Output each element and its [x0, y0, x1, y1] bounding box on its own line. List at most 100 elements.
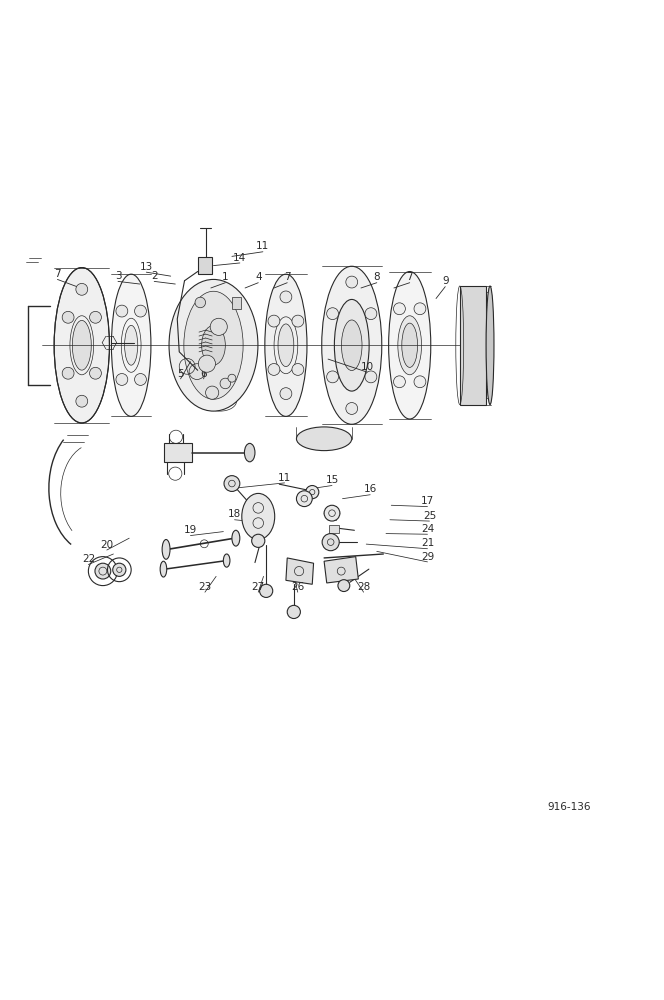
Circle shape — [324, 505, 340, 521]
Circle shape — [346, 276, 358, 288]
Ellipse shape — [184, 291, 243, 399]
Circle shape — [76, 395, 88, 407]
Text: 1: 1 — [222, 272, 228, 282]
Polygon shape — [286, 558, 313, 584]
Text: 20: 20 — [100, 540, 114, 550]
Circle shape — [268, 364, 280, 375]
Circle shape — [292, 315, 304, 327]
Circle shape — [113, 563, 126, 576]
Text: 6: 6 — [201, 369, 207, 379]
Text: 13: 13 — [139, 262, 153, 272]
Circle shape — [346, 403, 358, 414]
Circle shape — [95, 563, 111, 579]
Text: 916-136: 916-136 — [547, 802, 591, 812]
Circle shape — [414, 303, 426, 315]
Text: 3: 3 — [115, 271, 122, 281]
Ellipse shape — [322, 266, 382, 424]
Ellipse shape — [335, 299, 369, 391]
Circle shape — [90, 311, 102, 323]
Text: 11: 11 — [256, 241, 270, 251]
Circle shape — [280, 291, 292, 303]
Text: 17: 17 — [421, 496, 434, 506]
Circle shape — [76, 283, 88, 295]
Circle shape — [220, 378, 230, 389]
Circle shape — [280, 388, 292, 400]
Circle shape — [90, 367, 102, 379]
Text: 19: 19 — [184, 525, 197, 535]
Circle shape — [62, 311, 74, 323]
Bar — [198, 257, 212, 274]
Bar — [459, 286, 486, 405]
Text: 21: 21 — [421, 538, 434, 548]
Ellipse shape — [232, 530, 240, 546]
Ellipse shape — [162, 540, 170, 559]
Bar — [164, 443, 192, 462]
Ellipse shape — [265, 274, 307, 416]
Circle shape — [327, 371, 339, 383]
Text: 16: 16 — [364, 484, 376, 494]
Circle shape — [338, 580, 350, 592]
Circle shape — [135, 305, 147, 317]
Ellipse shape — [244, 443, 255, 462]
Text: 7: 7 — [284, 272, 291, 282]
Ellipse shape — [169, 279, 258, 411]
Ellipse shape — [125, 325, 137, 365]
Bar — [329, 525, 339, 533]
Ellipse shape — [486, 286, 494, 405]
Circle shape — [135, 374, 147, 385]
Circle shape — [260, 584, 273, 597]
Circle shape — [224, 476, 240, 491]
Text: 7: 7 — [54, 269, 60, 279]
Ellipse shape — [398, 316, 422, 375]
Ellipse shape — [112, 274, 151, 416]
Ellipse shape — [341, 320, 362, 371]
Text: 22: 22 — [82, 554, 95, 564]
Text: 11: 11 — [278, 473, 291, 483]
Circle shape — [414, 376, 426, 388]
Text: 5: 5 — [177, 369, 184, 379]
Circle shape — [206, 386, 218, 399]
Text: 9: 9 — [442, 276, 449, 286]
Text: 8: 8 — [373, 272, 380, 282]
Circle shape — [394, 376, 406, 388]
Circle shape — [322, 534, 339, 551]
Circle shape — [252, 534, 265, 547]
Circle shape — [327, 308, 339, 320]
Circle shape — [288, 605, 300, 619]
Circle shape — [394, 303, 406, 315]
Circle shape — [305, 486, 319, 499]
Circle shape — [116, 374, 127, 385]
Text: 18: 18 — [228, 509, 241, 519]
Text: 2: 2 — [151, 271, 157, 281]
Ellipse shape — [160, 561, 167, 577]
Text: 4: 4 — [255, 272, 262, 282]
Ellipse shape — [54, 268, 110, 423]
Text: 29: 29 — [421, 552, 434, 562]
Polygon shape — [324, 557, 359, 583]
Ellipse shape — [72, 320, 91, 370]
Circle shape — [268, 315, 280, 327]
Ellipse shape — [388, 272, 431, 419]
Circle shape — [210, 318, 227, 335]
Text: 14: 14 — [233, 253, 246, 263]
Text: 10: 10 — [361, 362, 374, 372]
Ellipse shape — [278, 324, 293, 367]
Circle shape — [199, 355, 215, 372]
Circle shape — [365, 308, 377, 320]
Ellipse shape — [296, 427, 352, 451]
Text: 24: 24 — [421, 524, 434, 534]
Ellipse shape — [223, 554, 230, 567]
Circle shape — [62, 367, 74, 379]
Ellipse shape — [402, 323, 418, 367]
Text: 26: 26 — [291, 582, 304, 592]
Text: 28: 28 — [357, 582, 371, 592]
Circle shape — [228, 374, 236, 382]
Circle shape — [365, 371, 377, 383]
Text: 15: 15 — [325, 475, 339, 485]
Ellipse shape — [242, 493, 275, 540]
Circle shape — [292, 364, 304, 375]
Ellipse shape — [202, 326, 225, 365]
Text: 23: 23 — [199, 582, 212, 592]
Text: 7: 7 — [406, 272, 413, 282]
Text: 27: 27 — [252, 582, 265, 592]
